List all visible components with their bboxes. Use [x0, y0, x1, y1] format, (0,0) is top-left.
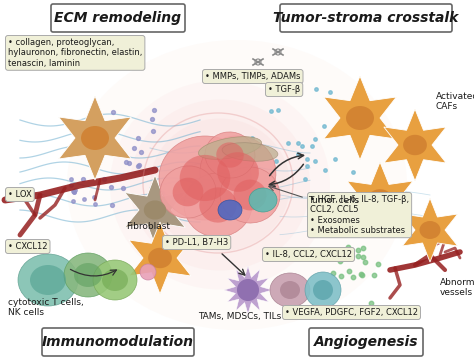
Text: • LOX: • LOX [8, 190, 32, 199]
Text: • CXCL12: • CXCL12 [8, 242, 47, 251]
Ellipse shape [205, 132, 255, 178]
Ellipse shape [220, 167, 280, 223]
Ellipse shape [403, 135, 427, 155]
Ellipse shape [346, 106, 374, 130]
Text: Immunomodulation: Immunomodulation [42, 335, 194, 349]
Ellipse shape [218, 200, 242, 220]
Text: Tumor cells: Tumor cells [308, 196, 359, 205]
Text: Abnormal
vessels: Abnormal vessels [440, 278, 474, 297]
Ellipse shape [367, 189, 392, 211]
Ellipse shape [110, 81, 330, 290]
Text: • IL-8, CCL2, CXCL12: • IL-8, CCL2, CXCL12 [265, 250, 352, 259]
FancyBboxPatch shape [280, 4, 452, 32]
FancyBboxPatch shape [51, 4, 185, 32]
Ellipse shape [148, 248, 172, 268]
FancyBboxPatch shape [309, 328, 423, 356]
Text: Angiogenesis: Angiogenesis [314, 335, 418, 349]
Circle shape [237, 279, 259, 301]
Ellipse shape [93, 260, 137, 300]
Ellipse shape [30, 265, 66, 295]
Polygon shape [59, 96, 131, 180]
Ellipse shape [18, 254, 78, 306]
Ellipse shape [280, 281, 300, 299]
Ellipse shape [150, 118, 290, 252]
Text: TAMs, MDSCs, TILs: TAMs, MDSCs, TILs [199, 312, 282, 321]
Polygon shape [125, 175, 185, 245]
Ellipse shape [74, 263, 102, 287]
Ellipse shape [64, 253, 112, 297]
FancyBboxPatch shape [42, 328, 194, 356]
Text: • TGF-β: • TGF-β [268, 85, 300, 94]
Ellipse shape [144, 200, 166, 219]
Ellipse shape [173, 178, 203, 206]
Ellipse shape [160, 166, 216, 218]
Text: ECM remodeling: ECM remodeling [55, 11, 182, 25]
Ellipse shape [184, 173, 252, 237]
Ellipse shape [67, 40, 407, 330]
Ellipse shape [249, 188, 277, 212]
Ellipse shape [159, 136, 251, 220]
Text: • MMPs, TIMPs, ADAMs: • MMPs, TIMPs, ADAMs [205, 72, 301, 81]
Ellipse shape [234, 180, 266, 211]
Text: • HGF, IL-6, IL-8, TGF-β,
CCL2, CCL5
• Exosomes
• Metabolic substrates: • HGF, IL-6, IL-8, TGF-β, CCL2, CCL5 • E… [310, 195, 409, 235]
Ellipse shape [130, 100, 310, 271]
Text: • VEGFA, PDGFC, FGF2, CXCL12: • VEGFA, PDGFC, FGF2, CXCL12 [285, 308, 418, 317]
Polygon shape [324, 76, 396, 160]
Ellipse shape [199, 137, 262, 159]
Ellipse shape [216, 142, 244, 168]
Ellipse shape [217, 152, 259, 192]
Text: cytotoxic T cells,
NK cells: cytotoxic T cells, NK cells [8, 298, 84, 318]
Ellipse shape [419, 221, 440, 239]
Text: Activated
CAFs: Activated CAFs [436, 92, 474, 111]
Ellipse shape [199, 187, 237, 223]
Ellipse shape [102, 269, 128, 291]
Polygon shape [129, 222, 191, 294]
Ellipse shape [313, 280, 333, 300]
Ellipse shape [180, 155, 230, 201]
Ellipse shape [222, 143, 278, 161]
Polygon shape [384, 109, 446, 181]
Text: • PD-L1, B7-H3: • PD-L1, B7-H3 [165, 238, 228, 247]
Text: Fibroblast: Fibroblast [126, 222, 170, 231]
Polygon shape [402, 198, 458, 262]
Text: Tumor-stroma crosstalk: Tumor-stroma crosstalk [273, 11, 459, 25]
Ellipse shape [140, 264, 156, 280]
Ellipse shape [200, 136, 276, 208]
Polygon shape [224, 266, 272, 314]
Text: • collagen, proteoglycan,
hylauronon, fibronectin, elastin,
tenascin, laminin: • collagen, proteoglycan, hylauronon, fi… [8, 38, 142, 68]
Polygon shape [347, 162, 413, 238]
Ellipse shape [305, 272, 341, 308]
Ellipse shape [81, 126, 109, 150]
Ellipse shape [270, 273, 310, 307]
